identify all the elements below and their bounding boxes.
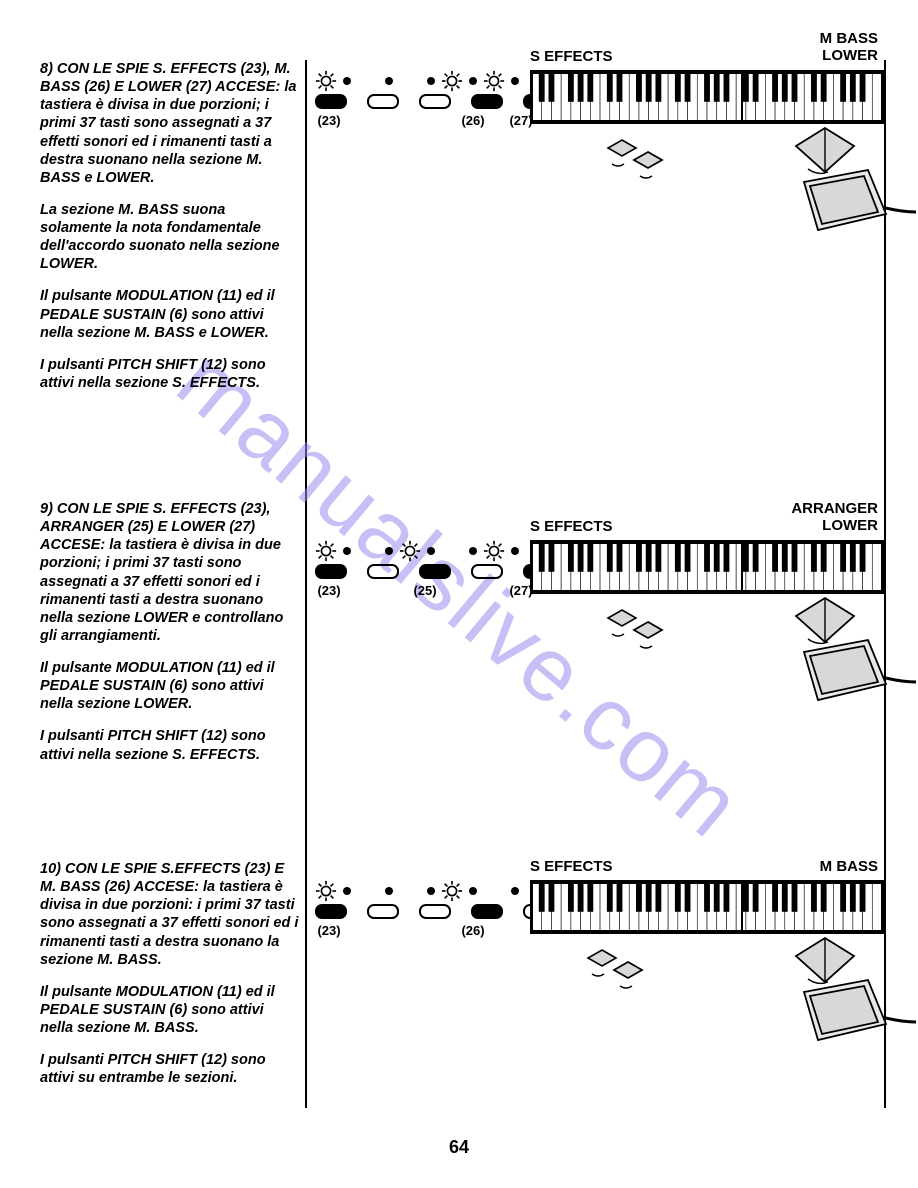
led-dot (511, 887, 519, 895)
keyboard-label-right-top: ARRANGER (791, 500, 878, 517)
paragraph: 10) CON LE SPIE S.EFFECTS (23) E M. BASS… (40, 860, 300, 969)
paragraph: I pulsanti PITCH SHIFT (12) sono attivi … (40, 727, 300, 763)
keyboard-label-right: M BASS (820, 858, 878, 875)
keyboard-label-right-bottom: LOWER (791, 517, 878, 534)
led-dot (511, 547, 519, 555)
panel-button (367, 564, 399, 579)
sustain-pedal-graphic (790, 168, 918, 248)
keyboard-label-right: M BASSLOWER (820, 30, 878, 64)
sustain-pedal-graphic (790, 978, 918, 1058)
keyboard-label-left: S EFFECTS (530, 518, 613, 535)
lamp-slot (315, 70, 337, 92)
led-dot (385, 77, 393, 85)
paragraph: 9) CON LE SPIE S. EFFECTS (23), ARRANGER… (40, 500, 300, 645)
button-number: (25) (411, 583, 439, 598)
led-dot (427, 887, 435, 895)
panel-button (367, 94, 399, 109)
vertical-rule-left (305, 60, 307, 1108)
lamp-slot (399, 540, 421, 562)
text-column: 9) CON LE SPIE S. EFFECTS (23), ARRANGER… (40, 500, 300, 778)
text-column: 8) CON LE SPIE S. EFFECTS (23), M. BASS … (40, 60, 300, 406)
paragraph: Il pulsante MODULATION (11) ed il PEDALE… (40, 287, 300, 341)
panel-button (419, 564, 451, 579)
panel-button (419, 904, 451, 919)
lamp-slot (315, 880, 337, 902)
button-number: (26) (459, 113, 487, 128)
keyboard-label-right-bottom: M BASS (820, 858, 878, 875)
keyboard-graphic (530, 880, 884, 939)
led-dot (385, 547, 393, 555)
keyboard-graphic (530, 540, 884, 599)
lamp-slot (441, 70, 463, 92)
paragraph: 8) CON LE SPIE S. EFFECTS (23), M. BASS … (40, 60, 300, 187)
paragraph: Il pulsante MODULATION (11) ed il PEDALE… (40, 659, 300, 713)
sustain-pedal-graphic (790, 638, 918, 718)
text-column: 10) CON LE SPIE S.EFFECTS (23) E M. BASS… (40, 860, 300, 1101)
manual-page: manualslive.com 8) CON LE SPIE S. EFFECT… (0, 0, 918, 1188)
page-number: 64 (449, 1137, 469, 1158)
panel-button (471, 94, 503, 109)
lamp-slot (441, 880, 463, 902)
led-dot (469, 887, 477, 895)
keyboard-label-right-bottom: LOWER (820, 47, 878, 64)
led-dot (343, 547, 351, 555)
lamp-slot (483, 540, 505, 562)
keyboard-label-right: ARRANGERLOWER (791, 500, 878, 534)
panel-button (315, 904, 347, 919)
paragraph: La sezione M. BASS suona solamente la no… (40, 201, 300, 274)
keyboard-label-right-top: M BASS (820, 30, 878, 47)
panel-button (315, 564, 347, 579)
lamp-slot (315, 540, 337, 562)
paragraph: I pulsanti PITCH SHIFT (12) sono attivi … (40, 1051, 300, 1087)
led-dot (385, 887, 393, 895)
keyboard-label-left: S EFFECTS (530, 48, 613, 65)
led-dot (511, 77, 519, 85)
pitch-shift-graphic (600, 130, 690, 185)
panel-button (315, 94, 347, 109)
panel-button (367, 904, 399, 919)
button-number: (23) (315, 583, 343, 598)
lamp-slot (483, 70, 505, 92)
keyboard-label-left: S EFFECTS (530, 858, 613, 875)
panel-button (471, 564, 503, 579)
keyboard-graphic (530, 70, 884, 129)
led-dot (427, 547, 435, 555)
panel-button (419, 94, 451, 109)
led-dot (343, 77, 351, 85)
paragraph: I pulsanti PITCH SHIFT (12) sono attivi … (40, 356, 300, 392)
led-dot (469, 547, 477, 555)
led-dot (427, 77, 435, 85)
pitch-shift-graphic (600, 600, 690, 655)
button-number: (23) (315, 113, 343, 128)
button-number: (23) (315, 923, 343, 938)
panel-button (471, 904, 503, 919)
button-number: (26) (459, 923, 487, 938)
led-dot (343, 887, 351, 895)
paragraph: Il pulsante MODULATION (11) ed il PEDALE… (40, 983, 300, 1037)
led-dot (469, 77, 477, 85)
pitch-shift-graphic (580, 940, 670, 995)
